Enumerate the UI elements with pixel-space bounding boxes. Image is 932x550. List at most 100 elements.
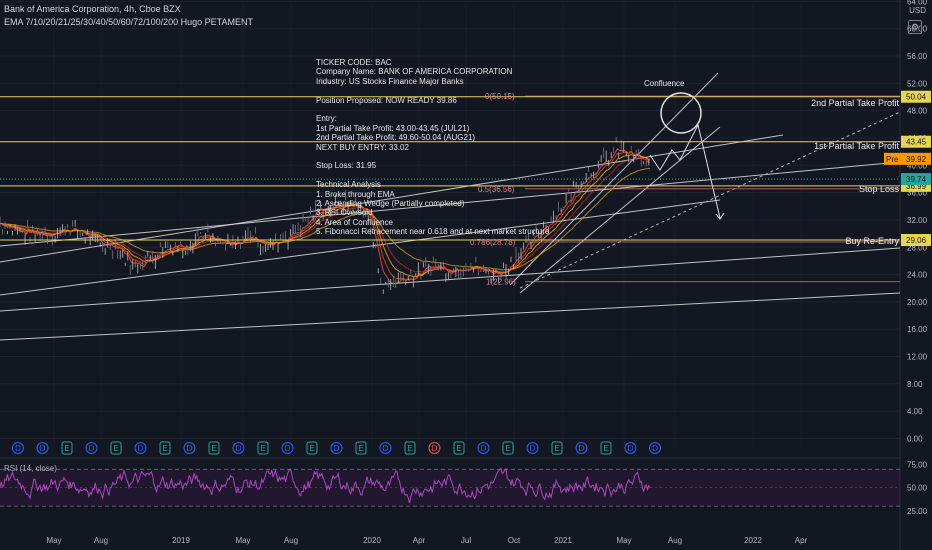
event-marker[interactable]: E — [159, 441, 171, 455]
earnings-icon — [453, 441, 465, 455]
event-marker[interactable]: D — [85, 442, 98, 454]
x-tick-label: Aug — [668, 536, 682, 545]
event-marker[interactable]: E — [502, 441, 514, 455]
event-marker[interactable]: D — [232, 442, 245, 454]
pre-tag-bg — [884, 152, 901, 165]
event-letter: D — [15, 444, 21, 453]
event-marker[interactable]: D — [183, 442, 196, 454]
y-tick-label: 56.00 — [907, 52, 928, 61]
confluence-marker — [660, 92, 702, 134]
event-letter: D — [530, 444, 536, 453]
event-marker[interactable]: E — [453, 441, 465, 455]
y-tick-label: 8.00 — [907, 380, 923, 389]
y-tick-label: 36.00 — [907, 189, 928, 198]
event-marker[interactable]: E — [208, 441, 220, 455]
level-label-stop-loss: Stop Loss — [858, 184, 899, 194]
annotation-line: Position Proposed: NOW READY 39.86 — [316, 95, 457, 105]
earnings-icon — [404, 441, 416, 455]
x-tick-label: Aug — [94, 536, 108, 545]
y-tick-label: 60.00 — [907, 25, 928, 34]
event-marker[interactable]: E — [110, 441, 122, 455]
annotation-line: 5. Fibonacci Retracement near 0.618 and … — [316, 227, 550, 237]
event-marker[interactable]: D — [330, 442, 343, 454]
price-tags: 50.04 43.45 36.99 29.06 Pre 39.92 39.74 — [884, 90, 931, 247]
event-marker[interactable]: E — [355, 441, 367, 455]
pre-tag-label: Pre — [886, 155, 899, 164]
level-label-2nd-take-profit: 2nd Partial Take Profit — [811, 98, 899, 108]
arrow-head — [715, 212, 725, 220]
event-letter: D — [334, 444, 340, 453]
annotation-line — [316, 171, 549, 180]
annotation-line: 2. Ascending Wedge (Partially completed) — [316, 199, 465, 209]
earnings-icon — [306, 441, 318, 455]
pre-value-bg — [901, 152, 931, 165]
earnings-icon — [110, 441, 122, 455]
confluence-circle — [660, 92, 702, 134]
dividend-icon — [85, 442, 98, 454]
x-tick-label: Apr — [413, 536, 426, 545]
event-letter: D — [138, 444, 144, 453]
event-letter: D — [579, 444, 585, 453]
level-label-1st-take-profit: 1st Partial Take Profit — [814, 141, 899, 151]
dividend-icon — [183, 442, 196, 454]
currency-label: USD — [909, 6, 926, 15]
x-tick-label: May — [46, 536, 61, 545]
y-tick-label: 16.00 — [907, 325, 928, 334]
y-tick-label: 40.00 — [907, 161, 928, 170]
dividend-icon — [330, 442, 343, 454]
y-tick-label: 4.00 — [907, 407, 923, 416]
event-marker[interactable]: D — [526, 442, 539, 454]
event-marker[interactable]: D — [477, 442, 490, 454]
event-marker[interactable]: D — [649, 442, 661, 454]
event-marker[interactable]: E — [257, 441, 269, 455]
annotation-line: Entry: — [316, 114, 337, 124]
annotation-line: 3. RSI Oversold — [316, 208, 373, 218]
event-marker[interactable]: D — [575, 442, 588, 454]
earnings-icon — [600, 441, 612, 455]
event-marker[interactable]: E — [306, 441, 318, 455]
event-letter: E — [64, 444, 69, 453]
y-tick-label: 20.00 — [907, 298, 928, 307]
rsi-title[interactable]: RSI (14, close) — [4, 464, 57, 473]
annotation-line: 4. Area of Confluence — [316, 217, 393, 227]
rsi-tick-label: 25.00 — [907, 507, 928, 516]
dividend-icon — [134, 442, 147, 454]
event-marker[interactable]: E — [600, 441, 612, 455]
pre-value: 39.92 — [906, 155, 927, 164]
price-tag: 50.04 — [906, 93, 927, 102]
earnings-icon — [208, 441, 220, 455]
event-marker[interactable]: D — [428, 442, 441, 454]
trade-annotation: TICKER CODE: BAC Company Name: BANK OF AM… — [316, 58, 549, 237]
x-tick-label: 2022 — [744, 536, 762, 545]
event-marker[interactable]: D — [134, 442, 147, 454]
event-marker[interactable]: D — [36, 442, 49, 454]
time-axis[interactable]: May Aug 2019 May Aug 2020 Apr Jul Oct 2021 May Aug 2… — [46, 536, 807, 545]
event-letter: D — [236, 444, 242, 453]
event-marker[interactable]: D — [379, 442, 392, 454]
indicator-legend[interactable]: EMA 7/10/20/21/25/30/40/50/60/72/100/200… — [4, 17, 253, 27]
rsi-tick-label: 75.00 — [907, 461, 928, 470]
chart-grid — [0, 0, 901, 550]
event-marker[interactable]: E — [61, 441, 73, 455]
y-tick-label: 28.00 — [907, 243, 928, 252]
event-marker[interactable]: D — [281, 442, 294, 454]
price-axis[interactable]: 0.00 4.00 8.00 12.00 16.00 20.00 24.00 28.00 32.… — [907, 0, 928, 516]
event-marker[interactable]: D — [12, 442, 24, 454]
x-tick-label: 2021 — [554, 536, 572, 545]
chart-title: Bank of America Corporation, 4h, Cboe BZ… — [4, 4, 181, 14]
event-marker[interactable]: E — [404, 441, 416, 455]
dividend-icon — [526, 442, 539, 454]
trendline — [0, 292, 901, 341]
event-marker[interactable]: D — [624, 442, 637, 454]
event-marker[interactable]: E — [551, 441, 563, 455]
dividend-icon — [12, 442, 24, 454]
event-letter: E — [603, 444, 608, 453]
event-letter: E — [309, 444, 314, 453]
price-tag-bg — [901, 234, 931, 247]
price-tag: 43.45 — [906, 138, 927, 147]
settings-icon[interactable]: ⚙ — [908, 20, 922, 34]
fib-label: 1(22.96) — [486, 278, 516, 287]
last-value: 39.74 — [906, 175, 927, 184]
